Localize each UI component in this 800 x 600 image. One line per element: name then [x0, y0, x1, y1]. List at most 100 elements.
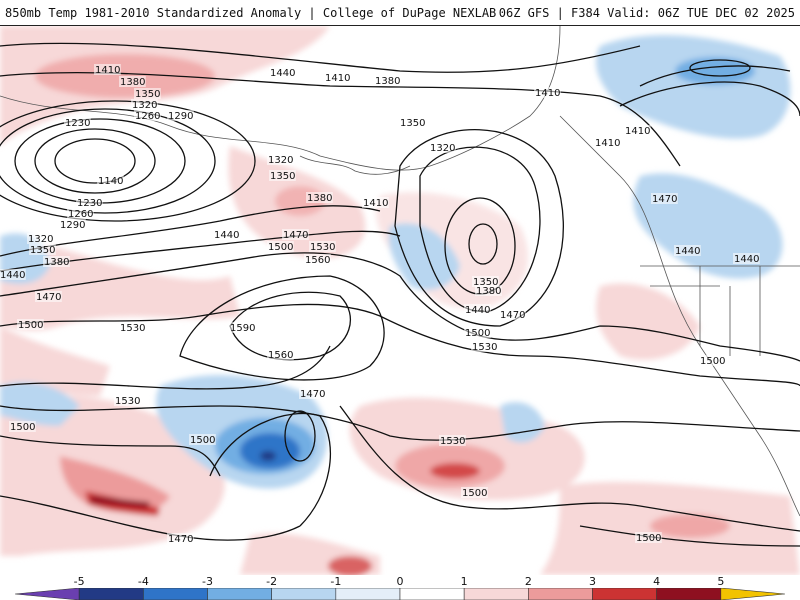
weather-map: 1410 1380 1350 1320 1230 1260 1290 1140 1230 1260…: [0, 26, 800, 575]
contour-label: 1560: [267, 349, 294, 361]
colorbar-tick-label: 1: [460, 575, 468, 588]
colorbar-segment: [399, 588, 465, 600]
contour-label: 1500: [189, 434, 216, 446]
colorbar-tick-label: 5: [717, 575, 725, 588]
contour-label: 1440: [733, 253, 760, 265]
contour-label: 1440: [0, 269, 26, 281]
height-contours: [0, 42, 800, 547]
contour-label: 1410: [362, 197, 389, 209]
contour-label-text: 1500: [465, 328, 490, 339]
contour-label-text: 1260: [135, 111, 160, 122]
contour-label: 1260: [134, 110, 161, 122]
contour-label-text: 1440: [734, 254, 759, 265]
contour-label: 1350: [472, 276, 499, 288]
contour-label: 1500: [9, 421, 36, 433]
contour-label: 1350: [29, 244, 56, 256]
colorbar-tick-label: -1: [330, 575, 342, 588]
colorbar-tick-label: -3: [202, 575, 213, 588]
contour-label: 1380: [119, 76, 146, 88]
contour-label-text: 1380: [375, 76, 400, 87]
contour-label-text: 1230: [65, 118, 90, 129]
colorbar-strip: [14, 588, 786, 600]
colorbar-segment: [271, 588, 337, 600]
colorbar-tick-label: 3: [589, 575, 596, 588]
contour-label: 1530: [119, 322, 146, 334]
colorbar-tick-label: 0: [396, 575, 404, 588]
contour-label: 1320: [27, 233, 54, 245]
contour-label: 1500: [267, 241, 294, 253]
contour-label: 1290: [167, 110, 194, 122]
contour-label: 1500: [464, 327, 491, 339]
contour-label-text: 1380: [120, 77, 145, 88]
contour-label-text: 1500: [462, 488, 487, 499]
contour-label-text: 1500: [18, 320, 43, 331]
contour-label: 1500: [17, 319, 44, 331]
contour-label-text: 1470: [300, 389, 325, 400]
contour-label-text: 1320: [268, 155, 293, 166]
contour-label: 1530: [471, 341, 498, 353]
colorbar-segment: [143, 588, 208, 600]
contour-label-text: 1470: [283, 230, 308, 241]
contour-label: 1530: [439, 435, 466, 447]
contour-label-text: 1410: [535, 88, 560, 99]
contour-label-text: 1410: [625, 126, 650, 137]
contour-label: 1410: [534, 87, 561, 99]
contour-label-text: 1230: [77, 198, 102, 209]
contour-label: 1380: [475, 285, 502, 297]
contour-label-text: 1410: [95, 65, 120, 76]
contour-label: 1560: [304, 254, 331, 266]
contour-label-text: 1440: [270, 68, 295, 79]
contour-label: 1350: [269, 170, 296, 182]
map-title: 850mb Temp 1981-2010 Standardized Anomal…: [5, 6, 497, 20]
contour-label-text: 1350: [400, 118, 425, 129]
colorbar-segment: [463, 588, 529, 600]
contour-label-text: 1350: [473, 277, 498, 288]
contour-label: 1380: [43, 256, 70, 268]
contour-label: 1350: [399, 117, 426, 129]
contour-label-text: 1530: [310, 242, 335, 253]
contour-label: 1500: [699, 355, 726, 367]
contour-label: 1320: [131, 99, 158, 111]
contour-label: 1470: [299, 388, 326, 400]
colorbar-tick-label: 2: [524, 575, 532, 588]
contour-label: 1530: [309, 241, 336, 253]
colorbar-segment: [592, 588, 657, 600]
contour-label: 1470: [282, 229, 309, 241]
contour-label: 1410: [324, 72, 351, 84]
colorbar-ticks: -5 -4 -3 -2 -1 0 1 2 3 4 5: [0, 575, 800, 588]
contour-label: 1410: [94, 64, 121, 76]
contour-label: 1440: [674, 245, 701, 257]
contour-label: 1590: [229, 322, 256, 334]
contour-label-text: 1530: [120, 323, 145, 334]
anomaly-colorbar: -5 -4 -3 -2 -1 0 1 2 3 4 5: [0, 575, 800, 600]
contour-label: 1440: [269, 67, 296, 79]
contour-label: 1320: [267, 154, 294, 166]
contour-label-text: 1470: [652, 194, 677, 205]
contour-label-text: 1470: [168, 534, 193, 545]
contour-label: 1230: [64, 117, 91, 129]
contour-label-text: 1530: [115, 396, 140, 407]
colorbar-tick-label: -2: [266, 575, 278, 588]
contour-label-text: 1500: [636, 533, 661, 544]
contour-label: 1230: [76, 197, 103, 209]
contour-label: 1320: [429, 142, 456, 154]
contour-label-text: 1350: [270, 171, 295, 182]
contour-label-text: 1470: [500, 310, 525, 321]
contour-label-text: 1260: [68, 209, 93, 220]
contour-label-text: 1440: [675, 246, 700, 257]
contour-label-text: 1290: [60, 220, 85, 231]
colorbar-segment: [207, 588, 272, 600]
colorbar-segment: [335, 588, 401, 600]
contour-label: 1440: [464, 304, 491, 316]
contour-label: 1470: [499, 309, 526, 321]
colorbar-segment: [14, 588, 80, 600]
contour-label-text: 1440: [214, 230, 239, 241]
contour-label-text: 1290: [168, 111, 193, 122]
colorbar-segment: [720, 588, 786, 600]
model-run-info: 06Z GFS | F384 Valid: 06Z TUE DEC 02 202…: [498, 6, 795, 20]
contour-label-text: 1530: [472, 342, 497, 353]
contour-label-text: 1350: [135, 89, 160, 100]
contour-label: 1290: [59, 219, 86, 231]
contour-label-text: 1530: [440, 436, 465, 447]
contour-label-text: 1500: [10, 422, 35, 433]
